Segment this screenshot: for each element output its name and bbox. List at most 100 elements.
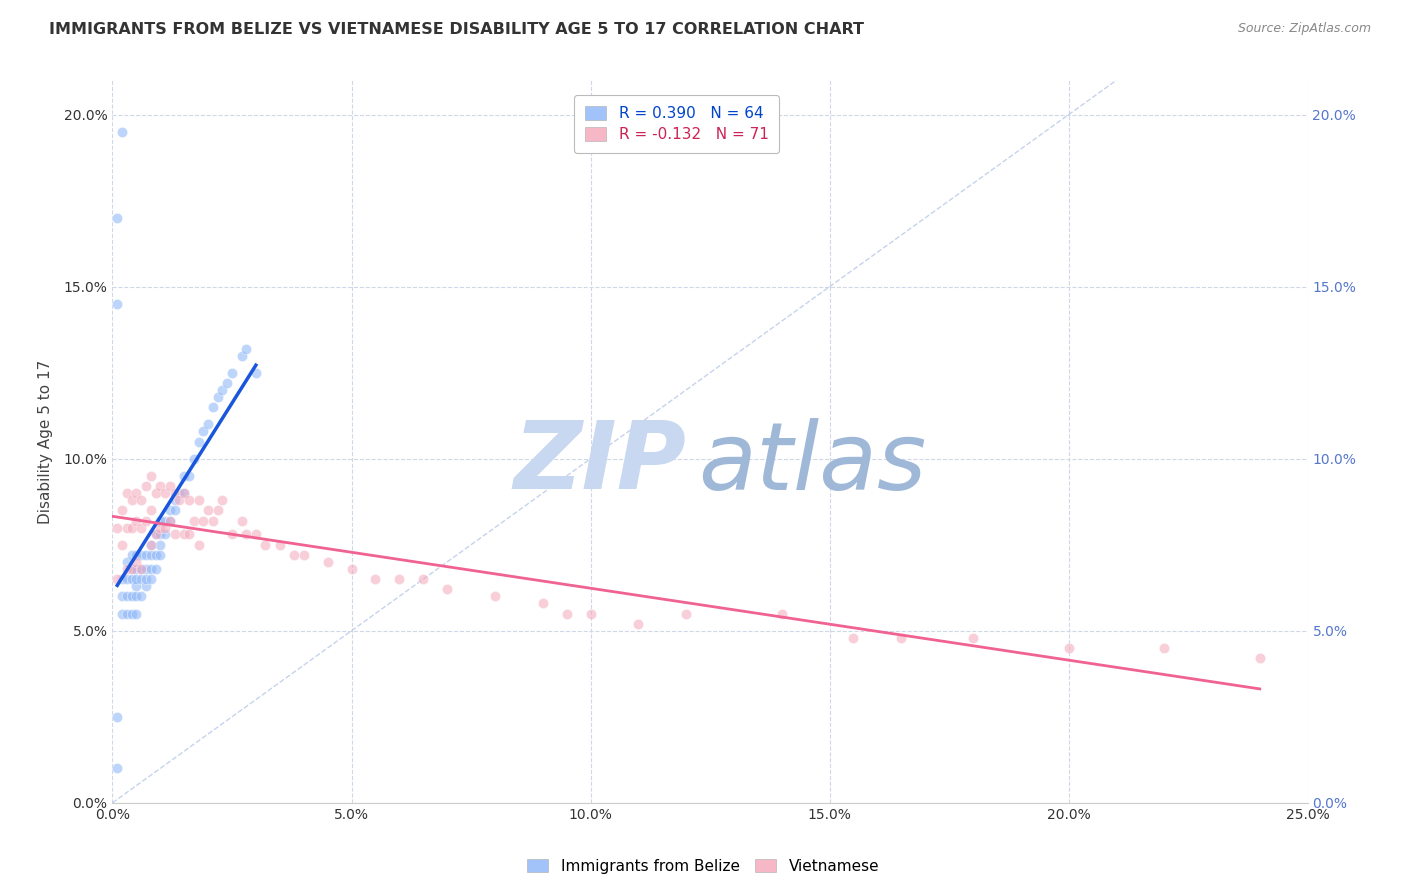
Point: [163, 486, 186, 500]
Point: [145, 486, 167, 500]
Point: [283, 548, 305, 562]
Point: [111, 590, 134, 604]
Point: [245, 527, 267, 541]
Point: [129, 562, 152, 576]
Point: [211, 383, 233, 397]
Text: ZIP: ZIP: [513, 417, 686, 509]
Point: [125, 486, 148, 500]
Point: [121, 572, 143, 586]
Point: [169, 493, 191, 508]
Point: [111, 125, 134, 139]
Point: [149, 538, 172, 552]
Point: [145, 527, 167, 541]
Point: [105, 710, 128, 724]
Point: [115, 590, 138, 604]
Point: [842, 631, 865, 645]
Point: [436, 582, 458, 597]
Point: [484, 590, 506, 604]
Point: [962, 631, 984, 645]
Point: [125, 514, 148, 528]
Point: [159, 503, 181, 517]
Point: [149, 548, 172, 562]
Point: [211, 493, 233, 508]
Point: [121, 548, 143, 562]
Point: [149, 479, 172, 493]
Point: [129, 520, 152, 534]
Point: [125, 555, 148, 569]
Point: [115, 520, 138, 534]
Point: [217, 376, 239, 390]
Point: [159, 479, 181, 493]
Point: [531, 596, 554, 610]
Point: [207, 503, 229, 517]
Point: [139, 572, 162, 586]
Point: [221, 527, 243, 541]
Point: [231, 349, 253, 363]
Point: [129, 572, 152, 586]
Point: [890, 631, 912, 645]
Point: [193, 424, 215, 438]
Point: [105, 211, 128, 225]
Point: [139, 538, 162, 552]
Point: [115, 555, 138, 569]
Point: [201, 400, 224, 414]
Point: [115, 562, 138, 576]
Point: [163, 503, 186, 517]
Point: [197, 417, 219, 432]
Point: [292, 548, 315, 562]
Point: [627, 616, 650, 631]
Point: [221, 366, 243, 380]
Point: [149, 520, 172, 534]
Point: [159, 514, 181, 528]
Point: [105, 297, 128, 311]
Point: [770, 607, 793, 621]
Point: [579, 607, 602, 621]
Point: [177, 527, 200, 541]
Point: [125, 562, 148, 576]
Point: [555, 607, 578, 621]
Point: [235, 527, 257, 541]
Point: [163, 527, 186, 541]
Point: [173, 486, 195, 500]
Point: [169, 486, 191, 500]
Point: [231, 514, 253, 528]
Point: [129, 590, 152, 604]
Point: [153, 486, 176, 500]
Point: [135, 572, 157, 586]
Point: [340, 562, 363, 576]
Point: [105, 761, 128, 775]
Point: [183, 514, 205, 528]
Point: [115, 486, 138, 500]
Point: [145, 527, 167, 541]
Text: IMMIGRANTS FROM BELIZE VS VIETNAMESE DISABILITY AGE 5 TO 17 CORRELATION CHART: IMMIGRANTS FROM BELIZE VS VIETNAMESE DIS…: [49, 22, 865, 37]
Point: [183, 451, 205, 466]
Point: [135, 479, 157, 493]
Point: [173, 486, 195, 500]
Text: Source: ZipAtlas.com: Source: ZipAtlas.com: [1237, 22, 1371, 36]
Point: [269, 538, 291, 552]
Point: [121, 493, 143, 508]
Point: [111, 538, 134, 552]
Point: [111, 503, 134, 517]
Point: [388, 572, 411, 586]
Point: [105, 572, 128, 586]
Point: [111, 572, 134, 586]
Point: [412, 572, 434, 586]
Point: [193, 514, 215, 528]
Legend: Immigrants from Belize, Vietnamese: Immigrants from Belize, Vietnamese: [520, 853, 886, 880]
Point: [245, 366, 267, 380]
Point: [1057, 640, 1080, 655]
Point: [159, 514, 181, 528]
Point: [149, 514, 172, 528]
Point: [121, 607, 143, 621]
Point: [153, 520, 176, 534]
Point: [121, 520, 143, 534]
Text: atlas: atlas: [699, 417, 927, 508]
Point: [145, 548, 167, 562]
Point: [125, 607, 148, 621]
Point: [1153, 640, 1175, 655]
Point: [135, 548, 157, 562]
Point: [254, 538, 277, 552]
Point: [187, 434, 209, 449]
Point: [173, 469, 195, 483]
